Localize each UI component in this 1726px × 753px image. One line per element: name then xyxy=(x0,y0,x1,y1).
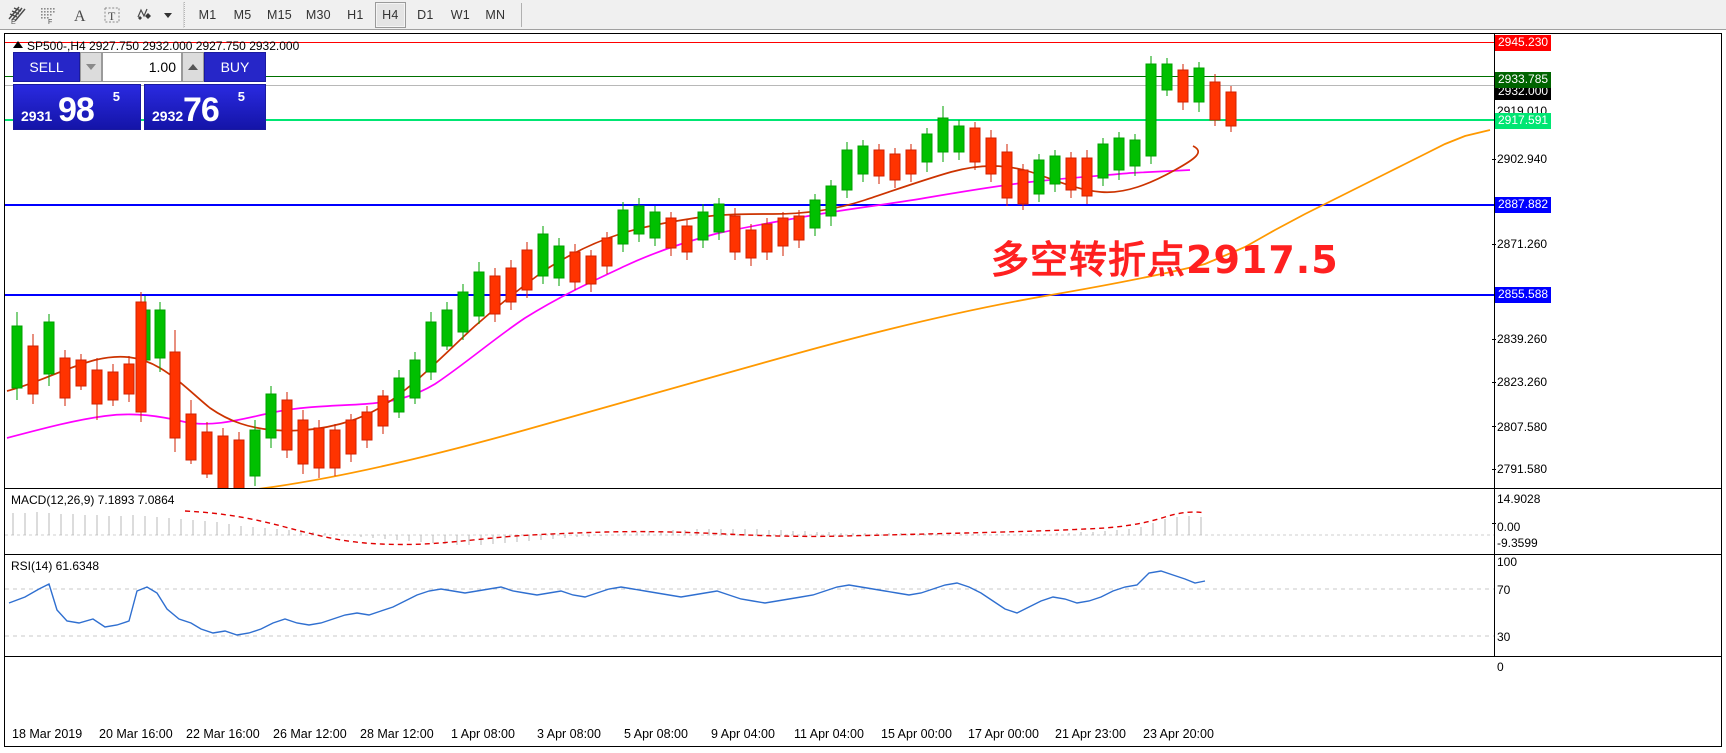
one-click-trading-panel[interactable]: SELL 1.00 BUY 2931 98 5 2932 76 5 xyxy=(13,52,271,152)
toolbar-end-divider xyxy=(520,2,522,27)
timeframe-m30[interactable]: M30 xyxy=(305,7,331,22)
time-label-11: 17 Apr 00:00 xyxy=(968,727,1039,741)
text-label-icon[interactable]: A xyxy=(64,1,96,29)
time-axis[interactable]: 18 Mar 2019 20 Mar 16:00 22 Mar 16:00 26… xyxy=(4,725,1722,751)
chart-annotation-text: 多空转折点2917.5 xyxy=(991,238,1339,282)
svg-text:A: A xyxy=(74,8,86,25)
buy-button[interactable]: BUY xyxy=(204,52,266,82)
ma-mid-magenta xyxy=(6,169,1191,439)
svg-text:E: E xyxy=(11,19,16,25)
macd-histogram xyxy=(12,512,1202,545)
toolbar-divider xyxy=(183,1,185,28)
time-label-13: 23 Apr 20:00 xyxy=(1143,727,1214,741)
triangle-down-icon xyxy=(86,64,96,70)
volume-decrement-button[interactable] xyxy=(80,52,102,82)
triangle-up-icon xyxy=(188,64,198,70)
timeframe-m15[interactable]: M15 xyxy=(267,7,292,22)
timeframe-m5[interactable]: M5 xyxy=(233,7,252,22)
time-label-0: 18 Mar 2019 xyxy=(12,727,83,741)
svg-text:T: T xyxy=(108,9,116,23)
octp-controls-row: SELL 1.00 BUY xyxy=(13,52,271,82)
drawing-objects-icon[interactable] xyxy=(128,1,160,29)
timeframe-h4[interactable]: H4 xyxy=(374,1,406,28)
bid-big-figure: 2931 xyxy=(21,108,53,124)
volume-input[interactable]: 1.00 xyxy=(102,52,182,82)
timeframe-mn[interactable]: MN xyxy=(485,7,506,22)
level-line-2855 xyxy=(5,294,1494,296)
rsi-pane[interactable]: RSI(14) 61.6348 xyxy=(5,557,1721,657)
chart-template-icon[interactable]: E xyxy=(0,1,32,29)
indicators-icon[interactable]: F xyxy=(32,1,64,29)
axis-label-rsi-0: 0 xyxy=(1497,660,1504,674)
bid-price-box[interactable]: 2931 98 5 xyxy=(13,84,141,130)
sell-button[interactable]: SELL xyxy=(13,52,80,82)
ask-price-box[interactable]: 2932 76 5 xyxy=(144,84,266,130)
timeframe-m1[interactable]: M1 xyxy=(198,7,217,22)
time-label-6: 3 Apr 08:00 xyxy=(537,727,601,741)
ma-slow-orange xyxy=(258,129,1491,488)
macd-line xyxy=(184,510,1206,546)
time-label-12: 21 Apr 23:00 xyxy=(1055,727,1126,741)
svg-text:F: F xyxy=(48,19,52,25)
ask-level-line xyxy=(5,85,1494,86)
time-label-3: 26 Mar 12:00 xyxy=(273,727,347,741)
rsi-title: RSI(14) 61.6348 xyxy=(11,559,100,573)
chart-collapse-icon[interactable] xyxy=(13,41,23,48)
time-label-5: 1 Apr 08:00 xyxy=(451,727,515,741)
chevron-down-icon[interactable] xyxy=(160,1,176,29)
timeframe-h1[interactable]: H1 xyxy=(347,7,364,22)
time-label-7: 5 Apr 08:00 xyxy=(624,727,688,741)
timeframe-w1[interactable]: W1 xyxy=(450,7,470,22)
time-label-10: 15 Apr 00:00 xyxy=(881,727,952,741)
bid-fraction: 5 xyxy=(112,89,120,104)
ask-fraction: 5 xyxy=(237,89,245,104)
ma-fast-red xyxy=(6,145,1199,432)
symbol-header: SP500-,H4 2927.750 2932.000 2927.750 293… xyxy=(27,39,300,53)
price-axis-divider xyxy=(1494,34,1495,657)
candles xyxy=(11,56,1237,488)
price-pane[interactable]: SP500-,H4 2927.750 2932.000 2927.750 293… xyxy=(5,34,1721,489)
ask-pips: 76 xyxy=(183,91,220,129)
timeframe-d1[interactable]: D1 xyxy=(417,7,434,22)
level-line-2945 xyxy=(5,42,1494,43)
bid-level-line xyxy=(5,76,1494,77)
macd-plot xyxy=(5,510,1494,546)
time-label-4: 28 Mar 12:00 xyxy=(360,727,434,741)
macd-title: MACD(12,26,9) 7.1893 7.0864 xyxy=(11,493,175,507)
bid-pips: 98 xyxy=(58,91,95,129)
candlestick-series xyxy=(6,56,1491,488)
macd-pane[interactable]: MACD(12,26,9) 7.1893 7.0864 xyxy=(5,491,1721,555)
text-object-icon[interactable]: T xyxy=(96,1,128,29)
time-label-1: 20 Mar 16:00 xyxy=(99,727,173,741)
level-line-2887 xyxy=(5,204,1494,206)
volume-increment-button[interactable] xyxy=(182,52,204,82)
main-toolbar: E F A T xyxy=(0,0,1726,30)
level-line-2917 xyxy=(5,119,1494,121)
rsi-plot xyxy=(5,570,1494,637)
chart-area[interactable]: SP500-,H4 2927.750 2932.000 2927.750 293… xyxy=(4,33,1722,747)
octp-quotes-row: 2931 98 5 2932 76 5 xyxy=(13,84,271,130)
time-label-9: 11 Apr 04:00 xyxy=(794,727,864,741)
time-label-8: 9 Apr 04:00 xyxy=(711,727,775,741)
rsi-line xyxy=(8,570,1206,636)
time-label-2: 22 Mar 16:00 xyxy=(186,727,260,741)
ask-big-figure: 2932 xyxy=(152,108,184,124)
